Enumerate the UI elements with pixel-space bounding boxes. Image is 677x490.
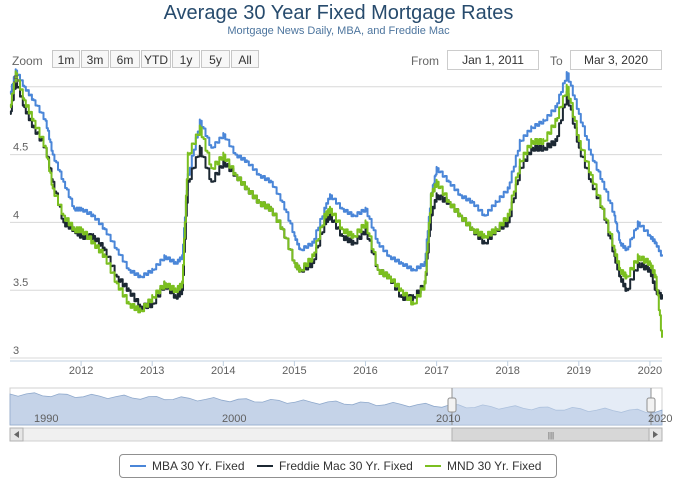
chart-title: Average 30 Year Fixed Mortgage Rates [163,2,514,24]
legend-label-mba: MBA 30 Yr. Fixed [152,459,245,473]
x-tick-label: 2018 [495,365,519,377]
zoom-5y-button[interactable]: 5y [201,50,230,68]
x-tick-label: 2016 [353,365,377,377]
legend-label-mnd: MND 30 Yr. Fixed [447,459,542,473]
y-tick-label: 4.5 [13,142,28,154]
zoom-1m-button[interactable]: 1m [52,50,80,68]
x-tick-label: 2013 [140,365,164,377]
zoom-label: Zoom [12,54,43,68]
zoom-ytd-button[interactable]: YTD [141,50,171,68]
series-line-mba [9,68,663,279]
x-tick-label: 2020 [638,365,662,377]
y-tick-label: 3.5 [13,277,28,289]
navigator-handle-right[interactable] [646,397,656,413]
navigator-year-label: 2020 [648,413,672,425]
from-date-input[interactable]: Jan 1, 2011 [447,50,539,70]
zoom-all-button[interactable]: All [231,50,259,68]
zoom-1y-button[interactable]: 1y [172,50,200,68]
navigator-year-label: 2000 [222,413,246,425]
scrollbar-grip: ||| [548,431,554,440]
to-label: To [550,54,563,68]
legend-line-mba [130,465,146,467]
series-line-freddie [9,77,663,310]
scrollbar-left-arrow-icon [14,431,19,438]
legend-line-freddie [257,465,273,467]
to-date-input[interactable]: Mar 3, 2020 [570,50,662,70]
chart-subtitle: Mortgage News Daily, MBA, and Freddie Ma… [227,25,450,37]
series-line-mnd [9,70,663,338]
y-tick-label: 5 [13,74,19,86]
from-label: From [411,54,439,68]
x-tick-label: 2015 [282,365,306,377]
legend: MBA 30 Yr. Fixed Freddie Mac 30 Yr. Fixe… [119,454,557,478]
legend-line-mnd [425,465,441,467]
navigator-year-label: 2010 [436,413,460,425]
navigator-handle-left[interactable] [447,397,457,413]
navigator-year-label: 1990 [34,413,58,425]
scrollbar-right-arrow-icon [653,431,658,438]
x-tick-label: 2017 [424,365,448,377]
y-tick-label: 3 [13,345,19,357]
zoom-3m-button[interactable]: 3m [81,50,109,68]
zoom-6m-button[interactable]: 6m [110,50,140,68]
legend-label-freddie: Freddie Mac 30 Yr. Fixed [279,459,413,473]
x-tick-label: 2014 [211,365,235,377]
y-tick-label: 4 [13,209,19,221]
x-tick-label: 2019 [567,365,591,377]
x-tick-label: 2012 [69,365,93,377]
navigator-selection[interactable] [452,388,651,425]
